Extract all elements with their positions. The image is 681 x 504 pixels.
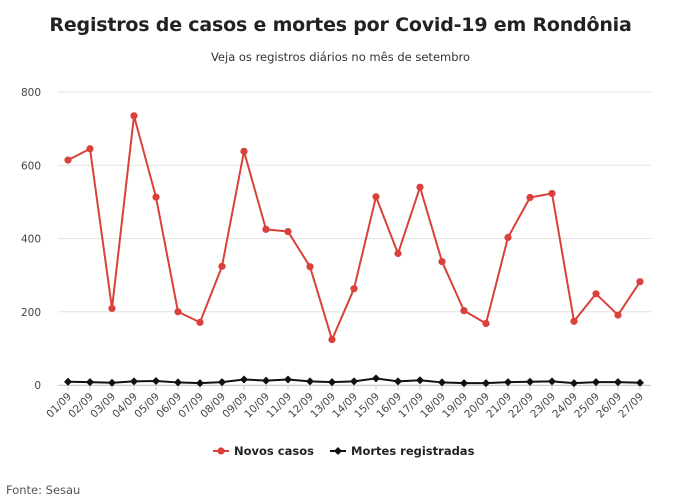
data-point[interactable] <box>218 378 226 387</box>
data-point[interactable] <box>614 378 622 387</box>
legend-marker-circle <box>217 447 225 455</box>
legend-item-mortes-registradas[interactable]: Mortes registradas <box>330 444 475 458</box>
series-group <box>64 112 644 388</box>
data-point[interactable] <box>460 307 468 315</box>
data-point[interactable] <box>482 319 490 328</box>
legend-label: Mortes registradas <box>351 444 475 458</box>
data-point[interactable] <box>438 257 446 266</box>
chart-title: Registros de casos e mortes por Covid-19… <box>49 14 632 36</box>
series-novos-casos <box>64 112 644 344</box>
data-point[interactable] <box>240 147 248 155</box>
data-point[interactable] <box>416 376 424 385</box>
y-tick-label: 200 <box>21 307 41 319</box>
y-tick-label: 600 <box>21 160 41 172</box>
data-point[interactable] <box>218 262 226 270</box>
data-point[interactable] <box>372 374 380 383</box>
grid-lines <box>58 91 651 386</box>
data-point[interactable] <box>526 193 534 202</box>
data-point[interactable] <box>152 376 160 385</box>
data-point[interactable] <box>548 377 556 386</box>
data-point[interactable] <box>592 290 600 298</box>
data-point[interactable] <box>64 156 72 164</box>
y-tick-label: 400 <box>21 234 41 246</box>
data-point[interactable] <box>438 378 446 387</box>
data-point[interactable] <box>130 377 138 386</box>
source-note: Fonte: Sesau <box>6 483 81 497</box>
data-point[interactable] <box>86 145 94 153</box>
data-point[interactable] <box>372 193 380 201</box>
data-point[interactable] <box>636 378 644 387</box>
data-point[interactable] <box>636 278 644 286</box>
data-point[interactable] <box>284 227 292 236</box>
data-point[interactable] <box>108 378 116 387</box>
data-point[interactable] <box>86 378 94 387</box>
data-point[interactable] <box>328 335 336 344</box>
data-point[interactable] <box>328 378 336 387</box>
data-point[interactable] <box>548 189 556 198</box>
data-point[interactable] <box>306 377 314 386</box>
data-point[interactable] <box>64 377 72 386</box>
data-point[interactable] <box>570 317 578 325</box>
data-point[interactable] <box>416 183 424 191</box>
data-point[interactable] <box>152 193 160 201</box>
series-mortes-registradas <box>64 374 644 388</box>
y-tick-label: 0 <box>34 380 41 392</box>
data-point[interactable] <box>196 379 204 388</box>
x-tick-label: 27/09 <box>616 391 646 421</box>
data-point[interactable] <box>130 112 138 120</box>
data-point[interactable] <box>350 377 358 386</box>
data-point[interactable] <box>350 285 358 293</box>
data-point[interactable] <box>108 304 116 313</box>
data-point[interactable] <box>504 233 512 242</box>
data-point[interactable] <box>174 378 182 387</box>
data-point[interactable] <box>614 311 622 319</box>
data-point[interactable] <box>174 308 182 316</box>
series-line <box>67 114 641 341</box>
data-point[interactable] <box>504 378 512 387</box>
data-point[interactable] <box>394 377 402 386</box>
data-point[interactable] <box>284 375 292 384</box>
data-point[interactable] <box>262 376 270 385</box>
data-point[interactable] <box>196 318 204 326</box>
y-axis: 0 200 400 600 800 <box>21 87 41 392</box>
legend-item-novos-casos[interactable]: Novos casos <box>213 444 314 458</box>
data-point[interactable] <box>482 379 490 388</box>
y-tick-label: 800 <box>21 87 41 99</box>
legend-label: Novos casos <box>234 444 314 458</box>
data-point[interactable] <box>592 378 600 387</box>
data-point[interactable] <box>262 225 270 233</box>
chart-subtitle: Veja os registros diários no mês de sete… <box>210 50 471 64</box>
x-axis: 01/0902/0903/0904/0905/0906/0907/0908/09… <box>44 385 651 421</box>
data-point[interactable] <box>240 375 248 384</box>
data-point[interactable] <box>460 379 468 388</box>
legend[interactable]: Novos casos Mortes registradas <box>213 444 475 458</box>
data-point[interactable] <box>306 263 314 271</box>
data-point[interactable] <box>570 379 578 388</box>
data-point[interactable] <box>526 377 534 386</box>
legend-marker-diamond <box>334 447 342 455</box>
data-point[interactable] <box>394 249 402 258</box>
